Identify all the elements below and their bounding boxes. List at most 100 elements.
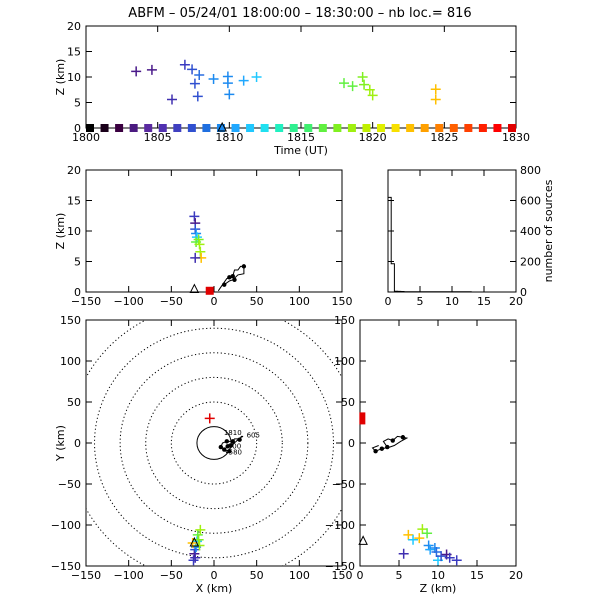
time-color-square	[333, 124, 342, 132]
source-point	[167, 94, 177, 105]
histogram-step	[387, 196, 516, 293]
track-dot	[227, 275, 232, 280]
source-point	[430, 84, 441, 95]
source-point	[224, 89, 235, 100]
x-tick-label: 10	[445, 295, 459, 308]
station-triangle	[358, 535, 368, 545]
station-triangle	[189, 536, 200, 547]
x-tick-label: −150	[71, 295, 101, 308]
radar-red-mark	[205, 286, 214, 295]
y-tick-label: 0	[520, 286, 527, 299]
x-tick-label: 15	[470, 569, 484, 582]
x-tick-label: 5	[396, 569, 403, 582]
y-axis-label: Y (km)	[54, 425, 67, 462]
y-axis-label: number of sources	[542, 179, 555, 282]
source-point	[444, 552, 455, 563]
time-color-square	[246, 124, 255, 132]
time-color-square	[173, 124, 182, 132]
source-point	[194, 239, 205, 250]
source-point	[436, 551, 447, 562]
time-color-square	[391, 124, 400, 132]
x-tick-label: 50	[250, 295, 264, 308]
source-point	[194, 540, 205, 551]
source-point	[188, 555, 199, 566]
track-dot	[222, 282, 227, 287]
time-color-square	[478, 124, 487, 132]
x-tick-label: 150	[332, 569, 353, 582]
time-color-square	[435, 124, 444, 132]
source-point	[208, 74, 219, 85]
range-ring	[145, 376, 283, 510]
time-color-square	[260, 124, 269, 132]
source-point	[204, 413, 215, 424]
x-tick-label: −100	[114, 569, 144, 582]
source-point	[414, 533, 425, 544]
y-tick-label: 50	[67, 396, 81, 409]
source-point	[222, 78, 233, 89]
x-tick-label: 0	[357, 569, 364, 582]
source-point	[146, 64, 157, 75]
time-color-square	[187, 124, 196, 132]
track-label: 1810	[224, 429, 242, 437]
x-tick-label: 0	[385, 295, 392, 308]
source-point	[192, 529, 203, 540]
time-color-square	[318, 124, 327, 132]
track-label: 580	[229, 448, 242, 456]
track-dot	[230, 273, 235, 279]
y-tick-label: −150	[51, 560, 81, 573]
y-axis-label: Z (km)	[54, 213, 67, 250]
range-ring	[119, 352, 309, 534]
x-tick-label: 5	[417, 295, 424, 308]
track-label: 800	[228, 443, 241, 451]
source-point	[430, 94, 441, 105]
x-tick-label: 0	[211, 569, 218, 582]
time-color-square	[449, 124, 458, 132]
source-point	[193, 234, 204, 245]
source-point	[194, 69, 205, 80]
radar-red-mark	[359, 412, 366, 425]
source-point	[189, 211, 200, 222]
source-point	[429, 542, 440, 553]
y-axis-label: Z (km)	[54, 59, 67, 96]
source-point	[238, 75, 249, 86]
axes-frame	[85, 25, 517, 129]
y-tick-label: 600	[520, 195, 541, 208]
track-dot	[379, 446, 385, 451]
station-triangle	[189, 283, 200, 294]
source-point	[179, 59, 190, 70]
time-color-square	[158, 124, 167, 132]
source-point	[189, 78, 200, 89]
x-tick-label: 10	[431, 569, 445, 582]
x-tick-label: 1825	[430, 131, 458, 144]
x-tick-label: 1800	[72, 131, 100, 144]
time-color-square	[115, 124, 124, 132]
y-tick-label: 50	[341, 396, 355, 409]
source-point	[431, 547, 442, 558]
y-tick-label: −100	[51, 519, 81, 532]
time-color-square	[508, 124, 516, 132]
x-tick-label: 20	[509, 569, 523, 582]
y-tick-label: 15	[67, 195, 81, 208]
x-tick-label: 1830	[502, 131, 530, 144]
y-tick-label: 150	[334, 314, 355, 327]
time-color-square	[406, 124, 415, 132]
time-color-square	[347, 124, 356, 132]
y-tick-label: 800	[520, 164, 541, 177]
axes-frame	[85, 169, 343, 293]
source-point	[422, 528, 433, 539]
y-tick-label: −150	[325, 560, 355, 573]
x-tick-label: 50	[250, 569, 264, 582]
source-point	[191, 536, 202, 547]
z-y-panel: 0 5 10 15 20 −150 −100 −50 0 50 100 150 Z (km)	[325, 314, 523, 595]
track-dot	[390, 438, 395, 443]
source-point	[187, 64, 198, 75]
time-color-square	[377, 124, 386, 132]
track-dot	[385, 444, 390, 450]
x-tick-label: 20	[509, 295, 523, 308]
time-height-panel: 1800 1805 1810 1815 1820 1825 1830 0 5 10 15 20 Time…	[54, 20, 530, 157]
y-tick-label: 200	[520, 256, 541, 269]
track-dot	[400, 435, 406, 440]
source-point	[131, 66, 142, 77]
time-color-square	[216, 124, 225, 132]
